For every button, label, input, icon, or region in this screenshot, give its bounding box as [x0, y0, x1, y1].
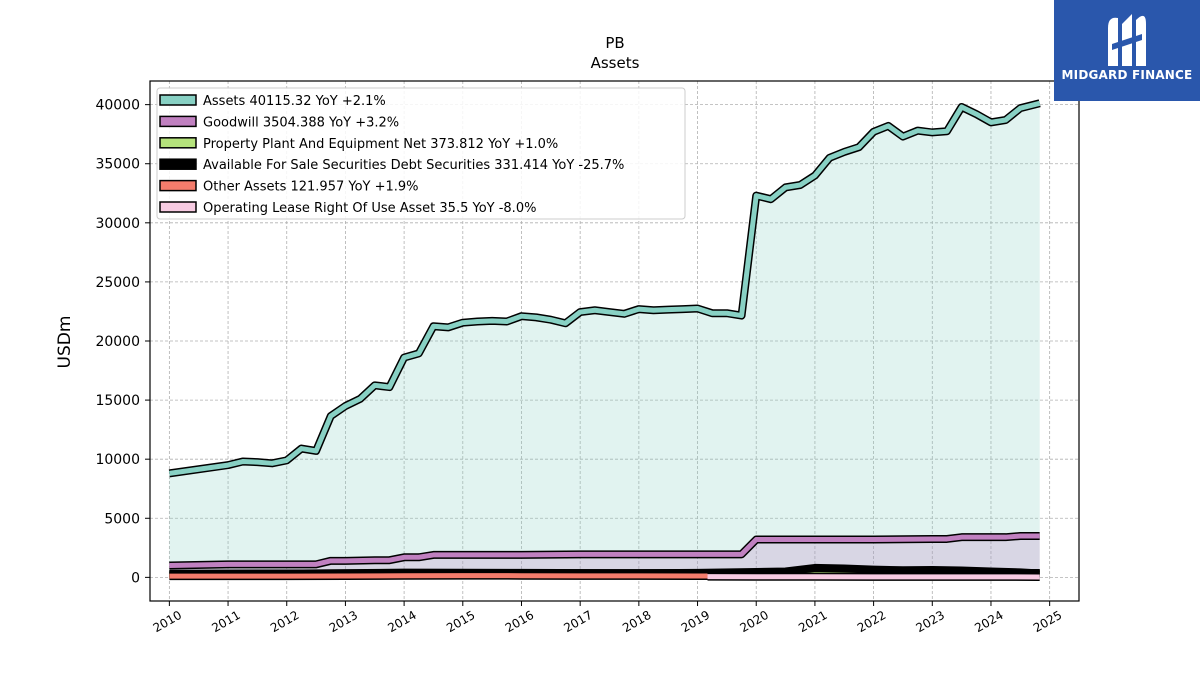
brand-logo: MIDGARD FINANCE	[1054, 0, 1200, 101]
legend-entry: Goodwill 3504.388 YoY +3.2%	[203, 115, 399, 130]
x-tick-label: 2016	[503, 608, 536, 635]
x-tick-label: 2020	[737, 608, 770, 635]
series-area	[169, 103, 1040, 578]
legend-entry: Other Assets 121.957 YoY +1.9%	[203, 180, 419, 195]
series-line	[169, 100, 1041, 476]
legend-swatch	[159, 201, 197, 213]
y-axis-label: USDm	[55, 316, 75, 369]
y-tick-label: 40000	[95, 98, 140, 114]
x-tick-label: 2010	[151, 608, 184, 635]
midgard-m-icon	[1108, 14, 1146, 66]
legend-swatch	[159, 137, 197, 149]
x-tick-label: 2013	[327, 608, 360, 635]
x-tick-label: 2012	[268, 608, 301, 635]
x-tick-label: 2021	[796, 608, 829, 635]
y-tick-label: 30000	[95, 216, 140, 232]
y-tick-label: 20000	[95, 334, 140, 350]
x-tick-label: 2023	[914, 608, 947, 635]
y-tick-label: 0	[131, 570, 140, 586]
legend-swatch	[159, 94, 197, 106]
chart-title: PB	[605, 34, 624, 52]
legend-box	[156, 87, 686, 220]
x-tick-label: 2025	[1031, 608, 1064, 635]
x-tick-label: 2011	[209, 608, 242, 635]
legend-entry: Available For Sale Securities Debt Secur…	[203, 158, 624, 173]
x-tick-label: 2018	[620, 608, 653, 635]
y-tick-label: 35000	[95, 157, 140, 173]
x-tick-label: 2015	[444, 608, 477, 635]
legend-swatch	[159, 179, 197, 192]
y-tick-label: 10000	[95, 452, 140, 468]
legend-entry: Operating Lease Right Of Use Asset 35.5 …	[203, 201, 536, 216]
y-tick-label: 25000	[95, 275, 140, 291]
x-tick-label: 2017	[561, 608, 594, 635]
series-line	[169, 573, 708, 579]
legend-swatch	[159, 158, 197, 170]
legend-swatch	[159, 115, 197, 128]
x-tick-label: 2024	[972, 608, 1005, 635]
series-layer	[168, 99, 1041, 581]
series-line	[169, 533, 1040, 569]
legend[interactable]: Assets 40115.32 YoY +2.1% Goodwill 3504.3…	[156, 87, 686, 220]
legend-entry: Assets 40115.32 YoY +2.1%	[203, 94, 386, 109]
legend-entry: Property Plant And Equipment Net 373.812…	[203, 137, 558, 152]
y-tick-label: 5000	[104, 511, 140, 527]
chart-subtitle: Assets	[591, 54, 640, 72]
brand-name: MIDGARD FINANCE	[1061, 68, 1193, 82]
x-tick-label: 2022	[855, 608, 888, 635]
x-tick-label: 2014	[385, 608, 418, 635]
x-tick-label: 2019	[679, 608, 712, 635]
y-tick-label: 15000	[95, 393, 140, 409]
